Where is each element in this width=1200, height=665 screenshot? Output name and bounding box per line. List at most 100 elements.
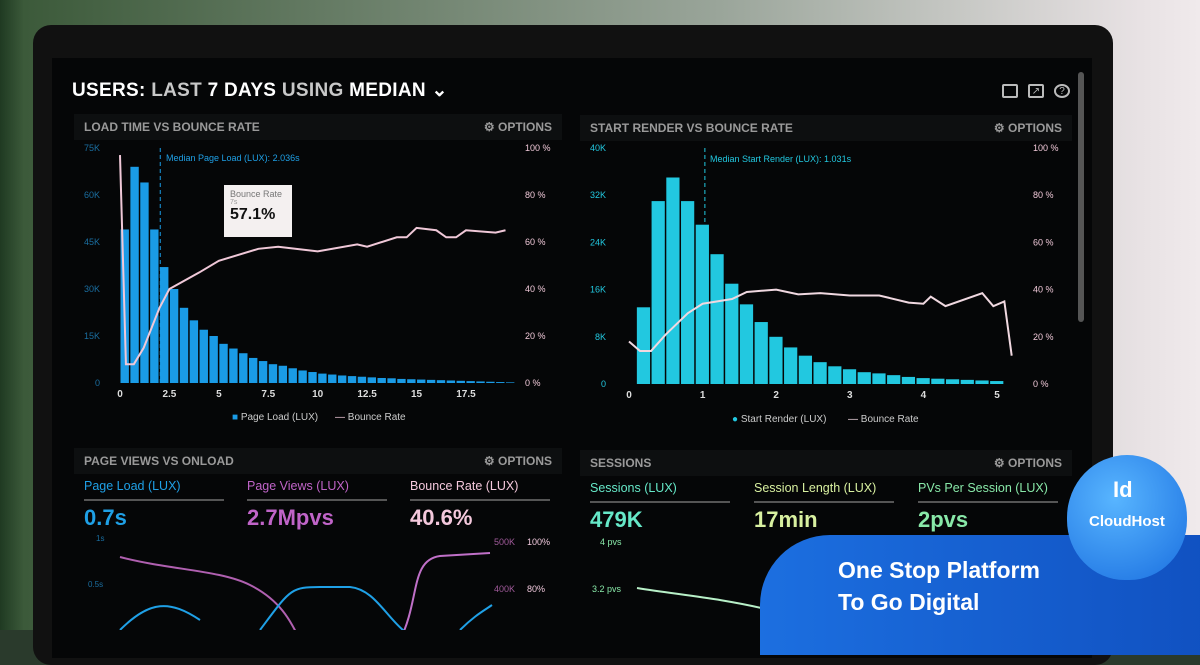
kpi-label: PVs Per Session (LUX) [918, 481, 1058, 503]
bar [367, 377, 376, 383]
median-label: Median Start Render (LUX): 1.031s [710, 154, 852, 164]
title-median: MEDIAN [349, 80, 426, 101]
pvs-line [636, 587, 771, 611]
bar [466, 381, 475, 383]
y-tick-label: 40K [590, 143, 606, 153]
scrollbar[interactable] [1078, 72, 1084, 322]
panel-header-pageviews: PAGE VIEWS VS ONLOAD ⚙ OPTIONS [74, 448, 562, 474]
bar [446, 380, 456, 383]
bar [901, 376, 916, 384]
bounce-rate-line [628, 288, 1013, 356]
title-range: 7 DAYS [207, 80, 277, 101]
y-tick-label: 30K [84, 284, 100, 294]
bar [140, 182, 149, 383]
kpi-label: Page Load (LUX) [84, 479, 224, 501]
axis-label: 100% [527, 537, 551, 547]
bar [887, 375, 901, 384]
x-tick-label: 5 [216, 389, 222, 400]
bar [199, 329, 208, 383]
y-tick-label: 75K [84, 143, 100, 153]
y2-tick-label: 80 % [525, 190, 546, 200]
logo-text: CloudHost [1089, 513, 1165, 530]
bar [328, 374, 337, 383]
help-icon[interactable]: ? [1054, 84, 1070, 98]
bar [739, 304, 754, 384]
x-tick-label: 5 [994, 390, 1000, 401]
bar [945, 379, 960, 384]
axis-label: 400K [494, 584, 516, 594]
y2-tick-label: 40 % [525, 284, 546, 294]
y-tick-label: 24K [590, 237, 606, 247]
bar [725, 283, 739, 384]
mini-charts [119, 552, 771, 630]
x-tick-label: 1 [700, 390, 706, 401]
bar [417, 379, 426, 383]
bar [426, 379, 436, 383]
legend-item[interactable]: ■ Page Load (LUX) [232, 412, 319, 423]
x-tick-label: 17.5 [456, 389, 476, 400]
promo-line-1: One Stop Platform [838, 557, 1040, 583]
bar [258, 361, 268, 383]
y2-tick-label: 20 % [1033, 332, 1054, 342]
bar [229, 348, 238, 383]
legend-item[interactable]: — Bounce Rate [335, 412, 406, 423]
options-button[interactable]: ⚙ OPTIONS [483, 454, 552, 468]
x-tick-label: 2.5 [162, 389, 176, 400]
x-tick-label: 7.5 [261, 389, 275, 400]
y-tick-label: 60K [84, 190, 100, 200]
bar [857, 372, 871, 384]
monitor-icon[interactable] [1002, 84, 1018, 98]
kpi-value: 0.7s [84, 505, 127, 530]
x-tick-label: 0 [117, 389, 123, 400]
bar [476, 381, 485, 383]
bar [318, 373, 327, 383]
tooltip-x: 7s [230, 199, 238, 206]
bar [975, 380, 989, 384]
x-tick-label: 15 [411, 389, 423, 400]
bar [337, 375, 347, 383]
x-tick-label: 12.5 [357, 389, 377, 400]
kpi-label: Sessions (LUX) [590, 481, 730, 503]
bar [960, 379, 974, 384]
x-tick-label: 0 [626, 390, 632, 401]
bar [636, 307, 651, 384]
page-title[interactable]: USERS: LAST 7 DAYS USING MEDIAN ⌄ [72, 79, 448, 102]
y2-tick-label: 20 % [525, 331, 546, 341]
bounce-line [403, 552, 491, 630]
legend-item[interactable]: — Bounce Rate [848, 414, 919, 425]
bar [268, 364, 278, 383]
bar [377, 377, 386, 383]
axis-label: 3.2 pvs [592, 584, 622, 594]
bar [872, 373, 886, 384]
x-tick-label: 2 [773, 390, 779, 401]
bar [407, 379, 416, 383]
bar [666, 177, 680, 384]
axis-label: 0.5s [88, 580, 104, 589]
title-users: USERS: [72, 80, 146, 101]
panel-header-sessions: SESSIONS ⚙ OPTIONS [580, 450, 1072, 476]
bar [347, 376, 357, 383]
options-button[interactable]: ⚙ OPTIONS [993, 121, 1062, 135]
options-button[interactable]: ⚙ OPTIONS [483, 120, 552, 134]
axis-label: 500K [494, 537, 516, 547]
header-icons: ↗ ? [1002, 84, 1070, 98]
bar [308, 372, 317, 383]
options-button[interactable]: ⚙ OPTIONS [993, 456, 1062, 470]
bar [179, 307, 189, 383]
bar [387, 378, 396, 383]
bar [754, 322, 768, 384]
bar [784, 347, 798, 384]
legend-item[interactable]: ● Start Render (LUX) [732, 414, 827, 425]
bar [506, 382, 515, 383]
bar [130, 166, 139, 383]
tooltip-title: Bounce Rate [230, 189, 283, 199]
bar [209, 336, 218, 383]
y2-tick-label: 60 % [525, 237, 546, 247]
bar [931, 378, 945, 384]
bar [436, 380, 446, 383]
bar [189, 320, 199, 383]
x-tick-label: 10 [312, 389, 324, 400]
share-icon[interactable]: ↗ [1028, 84, 1044, 98]
page-views-line [119, 556, 296, 630]
bar [916, 378, 930, 384]
